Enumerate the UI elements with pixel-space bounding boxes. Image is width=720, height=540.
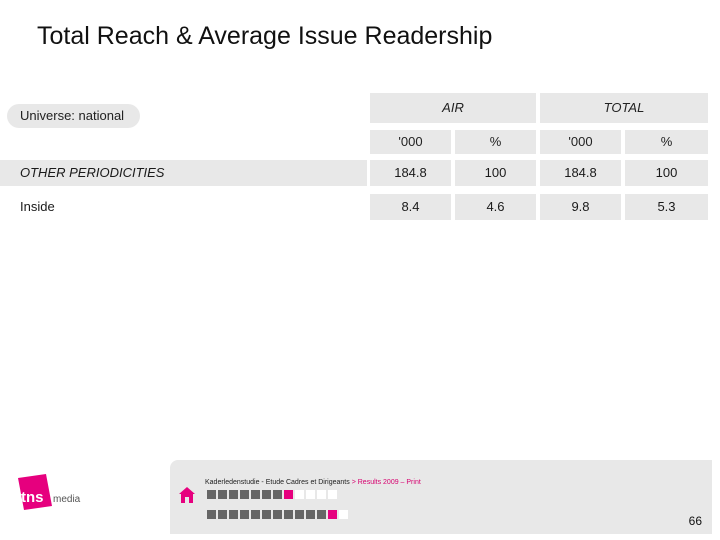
table-row: Inside 8.4 4.6 9.8 5.3 (0, 194, 720, 220)
table-cell: 100 (625, 160, 708, 186)
nav-square[interactable] (295, 510, 304, 519)
nav-square[interactable] (306, 510, 315, 519)
table-cell: 9.8 (540, 194, 621, 220)
column-group-total: TOTAL (540, 93, 708, 123)
nav-square[interactable] (273, 490, 282, 499)
nav-square[interactable] (273, 510, 282, 519)
nav-square-current[interactable] (328, 510, 337, 519)
page-progress (207, 510, 348, 519)
nav-square[interactable] (317, 510, 326, 519)
row-label: Inside (0, 194, 367, 220)
page-title: Total Reach & Average Issue Readership (37, 22, 493, 50)
svg-text:media: media (53, 494, 81, 505)
table-cell: 184.8 (540, 160, 621, 186)
nav-square[interactable] (229, 510, 238, 519)
nav-square[interactable] (240, 490, 249, 499)
table-cell: 4.6 (455, 194, 536, 220)
table-cell: 184.8 (370, 160, 451, 186)
footer-navigation: Kaderledenstudie - Etude Cadres et Dirig… (170, 460, 712, 534)
nav-square[interactable] (207, 510, 216, 519)
nav-square[interactable] (339, 510, 348, 519)
column-header-air-thousands: '000 (370, 130, 451, 154)
tns-media-logo: tns media (18, 474, 81, 510)
nav-square[interactable] (262, 490, 271, 499)
breadcrumb-separator: > (349, 479, 358, 486)
nav-square[interactable] (284, 510, 293, 519)
nav-square[interactable] (306, 490, 315, 499)
nav-square[interactable] (218, 510, 227, 519)
column-group-air: AIR (370, 93, 536, 123)
section-progress (207, 490, 337, 499)
table-cell: 8.4 (370, 194, 451, 220)
breadcrumb: Kaderledenstudie - Etude Cadres et Dirig… (205, 479, 421, 486)
nav-square[interactable] (207, 490, 216, 499)
nav-square[interactable] (251, 510, 260, 519)
column-header-air-percent: % (455, 130, 536, 154)
table-row: OTHER PERIODICITIES 184.8 100 184.8 100 (0, 160, 720, 186)
nav-square-current[interactable] (284, 490, 293, 499)
nav-square[interactable] (317, 490, 326, 499)
nav-square[interactable] (262, 510, 271, 519)
table-cell: 100 (455, 160, 536, 186)
home-icon[interactable] (178, 486, 196, 504)
column-header-total-percent: % (625, 130, 708, 154)
nav-square[interactable] (251, 490, 260, 499)
table-cell: 5.3 (625, 194, 708, 220)
nav-square[interactable] (218, 490, 227, 499)
nav-square[interactable] (229, 490, 238, 499)
nav-square[interactable] (328, 490, 337, 499)
universe-label: Universe: national (7, 104, 140, 128)
nav-square[interactable] (295, 490, 304, 499)
nav-square[interactable] (240, 510, 249, 519)
breadcrumb-section[interactable]: Results 2009 – Print (357, 479, 421, 486)
svg-text:tns: tns (21, 489, 44, 506)
row-label: OTHER PERIODICITIES (0, 160, 367, 186)
page-number: 66 (688, 514, 702, 528)
breadcrumb-study[interactable]: Kaderledenstudie - Etude Cadres et Dirig… (205, 479, 350, 486)
column-header-total-thousands: '000 (540, 130, 621, 154)
